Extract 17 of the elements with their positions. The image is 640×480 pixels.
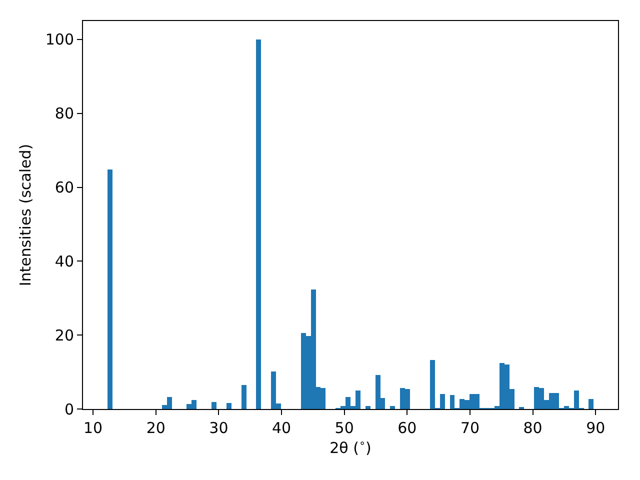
y-tick-label: 80 (54, 104, 74, 123)
x-tick-label: 50 (334, 419, 354, 437)
y-axis-title: Intensities (scaled) (16, 144, 35, 286)
x-tick-label: 10 (84, 419, 103, 437)
y-tick-label: 20 (54, 326, 74, 344)
y-tick-label: 40 (54, 252, 74, 270)
x-tick-label: 30 (209, 419, 228, 437)
x-axis-title: 2θ ($^{∘}$) (330, 438, 372, 457)
x-tick-label: 20 (146, 419, 166, 437)
x-tick-label: 70 (460, 419, 480, 437)
y-tick-label: 60 (54, 178, 74, 197)
x-tick-label: 80 (523, 419, 542, 437)
y-tick-label: 0 (64, 400, 74, 418)
x-tick-label: 60 (398, 419, 417, 437)
y-tick-label: 100 (45, 30, 74, 49)
x-tick-label: 90 (586, 419, 606, 437)
x-tick-label: 40 (272, 419, 292, 437)
